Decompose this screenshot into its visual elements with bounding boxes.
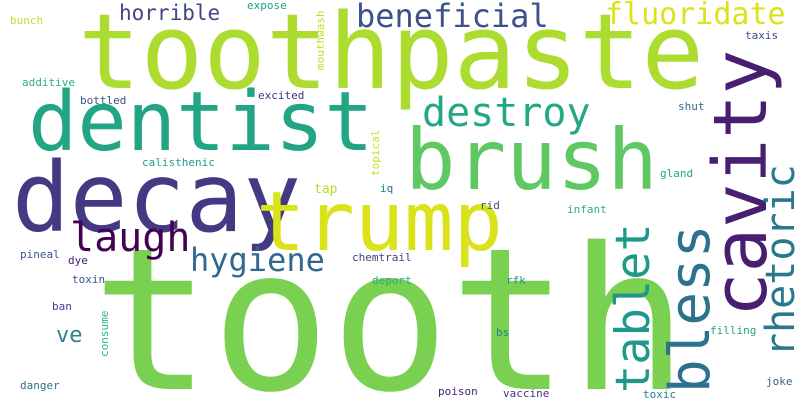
word-taxis: taxis <box>745 29 779 42</box>
word-bless: bless <box>658 224 723 393</box>
word-brush: brush <box>405 111 658 209</box>
word-dye: dye <box>68 254 88 267</box>
word-beneficial: beneficial <box>356 0 549 35</box>
word-infant: infant <box>567 203 607 216</box>
word-consume: consume <box>98 310 111 357</box>
word-topical: topical <box>369 129 382 176</box>
word-shut: shut <box>678 100 705 113</box>
word-laugh: laugh <box>70 215 191 261</box>
word-gland: gland <box>660 167 694 180</box>
word-calisthenic: calisthenic <box>142 156 215 169</box>
word-dentist: dentist <box>28 75 374 170</box>
word-rid: rid <box>480 199 500 212</box>
word-tablet: tablet <box>606 223 661 393</box>
word-vaccine: vaccine <box>503 387 550 400</box>
word-deport: deport <box>372 274 412 287</box>
word-iq: iq <box>380 182 394 195</box>
word-filling: filling <box>710 324 757 337</box>
word-decay: decay <box>12 142 301 254</box>
word-fluoridate: fluoridate <box>605 0 786 32</box>
word-pineal: pineal <box>20 248 60 261</box>
word-ban: ban <box>52 300 72 313</box>
word-danger: danger <box>20 379 60 392</box>
word-ve: ve <box>56 323 83 348</box>
word-horrible: horrible <box>119 1 221 25</box>
word-bunch: bunch <box>10 14 44 27</box>
word-tap: tap <box>314 182 338 197</box>
word-bs: bs <box>496 326 510 339</box>
word-additive: additive <box>22 76 75 89</box>
word-excited: excited <box>258 89 305 102</box>
word-expose: expose <box>247 0 287 12</box>
word-toxin: toxin <box>72 273 106 286</box>
word-rfk: rfk <box>506 274 526 287</box>
word-chemtrail: chemtrail <box>352 251 412 264</box>
word-mouthwash: mouthwash <box>314 10 327 70</box>
word-tooth: tooth <box>92 205 689 400</box>
word-rhetoric: rhetoric <box>758 164 800 357</box>
word-poison: poison <box>438 385 478 398</box>
word-hygiene: hygiene <box>190 241 325 279</box>
word-joke: joke <box>766 375 793 388</box>
word-toothpaste: toothpaste <box>78 0 705 113</box>
word-bottled: bottled <box>80 94 127 107</box>
word-destroy: destroy <box>422 90 591 136</box>
word-toxic: toxic <box>643 388 677 400</box>
word-trump: trump <box>256 175 503 270</box>
